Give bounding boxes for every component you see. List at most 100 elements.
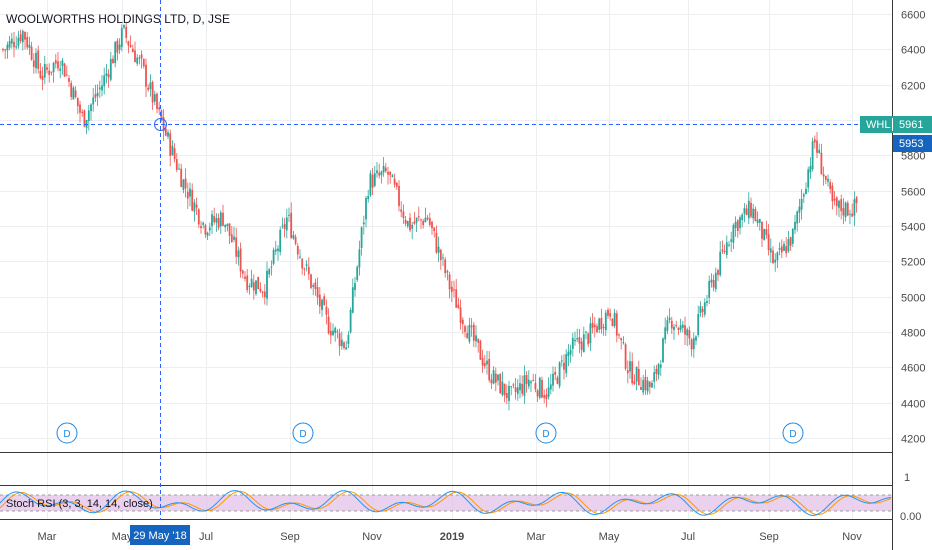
candle-body: [635, 366, 638, 382]
candle-body: [466, 333, 469, 339]
candle-body: [417, 216, 420, 218]
candle-body: [835, 197, 838, 207]
candle-body: [164, 128, 167, 136]
dividend-marker-1[interactable]: D: [56, 422, 78, 444]
candle-body: [642, 380, 645, 393]
candle-body: [475, 335, 477, 342]
candlestick-series: [2, 22, 858, 411]
candle-body: [156, 93, 158, 109]
candle-body: [213, 215, 216, 223]
candle-body: [167, 132, 169, 137]
candle-body: [494, 373, 497, 383]
dividend-marker-3[interactable]: D: [535, 422, 557, 444]
candle-body: [538, 377, 541, 398]
candle-body: [477, 338, 480, 343]
candle-body: [679, 325, 682, 330]
candle-body: [239, 248, 242, 272]
stoch-rsi-lines: [0, 490, 892, 517]
candle-body: [659, 364, 662, 368]
candle-body: [173, 148, 176, 160]
candle-body: [215, 217, 218, 223]
candle-body: [591, 322, 594, 328]
candle-body: [675, 325, 678, 327]
candle-body: [833, 198, 836, 201]
candle-body: [580, 341, 583, 350]
dividend-marker-2[interactable]: D: [292, 422, 314, 444]
candle-body: [406, 220, 409, 227]
candle-body: [197, 209, 200, 225]
candle-body: [523, 375, 526, 396]
candle-body: [362, 222, 365, 225]
candle-body: [48, 70, 51, 75]
dividend-marker-label: D: [63, 429, 70, 440]
candle-body: [554, 371, 557, 375]
candle-body: [116, 40, 119, 53]
candle-body: [439, 249, 442, 261]
candle-body: [105, 73, 108, 76]
indicator-label[interactable]: Stoch RSI (3, 3, 14, 14, close): [6, 498, 153, 510]
candle-body: [193, 202, 196, 212]
candle-body: [455, 289, 458, 308]
candle-body: [800, 198, 803, 210]
candle-body: [805, 188, 807, 195]
candle-body: [305, 264, 308, 267]
price-axis-label: 5000: [901, 293, 925, 305]
time-axis-label: Mar: [38, 531, 57, 543]
candle-body: [510, 386, 513, 388]
candle-body: [530, 381, 532, 384]
price-axis[interactable]: 4200440046004800500052005400560058006000…: [901, 10, 925, 446]
candle-body: [101, 85, 103, 91]
candle-body: [653, 372, 656, 382]
dividend-marker-label: D: [789, 429, 796, 440]
candle-body: [50, 71, 53, 73]
crosshair-date-value: 29 May '18: [133, 530, 186, 542]
crosshair-price-tag: 5953: [893, 135, 932, 152]
crosshair-price-value: 5953: [899, 138, 923, 150]
candle-body: [505, 393, 508, 399]
candle-body: [272, 249, 275, 264]
candle-body: [585, 331, 587, 333]
candle-body: [94, 94, 97, 98]
candle-body: [142, 59, 145, 67]
candle-body: [2, 49, 4, 51]
candle-body: [706, 301, 708, 303]
candle-body: [195, 204, 198, 208]
candle-body: [747, 200, 750, 219]
price-axis-label: 4200: [901, 434, 925, 446]
candle-body: [191, 189, 194, 211]
candle-body: [384, 167, 387, 172]
crosshair-point: [154, 118, 167, 131]
candle-body: [684, 325, 686, 335]
candle-body: [560, 360, 563, 362]
time-axis[interactable]: Mar May Jul Sep Nov 2019 Mar May Jul Sep Nov: [38, 531, 863, 543]
symbol-price-tag[interactable]: WHL 5961: [860, 116, 932, 133]
candle-body: [785, 246, 788, 254]
time-axis-label: Sep: [280, 531, 300, 543]
dividend-marker-4[interactable]: D: [782, 422, 804, 444]
candle-body: [743, 208, 746, 214]
candle-body: [360, 227, 363, 248]
candle-body: [74, 90, 77, 98]
candle-body: [90, 104, 92, 112]
candle-body: [10, 38, 13, 44]
candle-body: [710, 279, 713, 283]
candle-body: [723, 250, 726, 252]
candle-body: [92, 97, 95, 105]
price-axis-label: 5200: [901, 257, 925, 269]
candle-body: [851, 213, 854, 217]
candle-body: [404, 219, 407, 224]
candle-body: [596, 326, 598, 333]
candle-body: [83, 110, 86, 127]
candle-body: [395, 182, 398, 187]
candle-body: [576, 338, 579, 340]
candle-body: [593, 324, 596, 328]
candle-body: [736, 220, 739, 232]
candle-body: [296, 245, 299, 255]
candle-body: [409, 217, 411, 231]
candle-body: [567, 351, 570, 357]
candle-body: [602, 326, 605, 328]
candle-body: [435, 232, 438, 253]
candle-body: [70, 82, 73, 97]
candle-body: [765, 229, 768, 235]
